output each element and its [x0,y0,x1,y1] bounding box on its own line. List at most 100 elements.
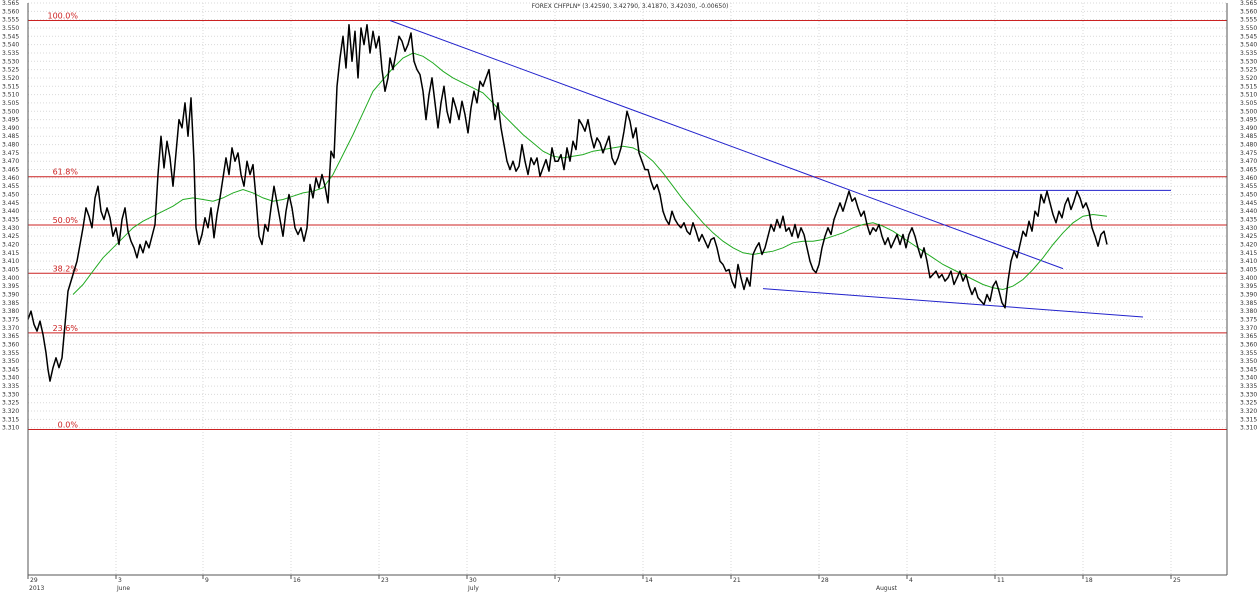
y-tick-label-left: 3.340 [2,375,19,382]
y-tick-label-right: 3.320 [1240,408,1257,415]
y-tick-label-right: 3.550 [1240,25,1257,32]
y-tick-label-right: 3.540 [1240,42,1257,49]
y-tick-label-right: 3.500 [1240,108,1257,115]
y-tick-label-left: 3.385 [2,300,19,307]
y-tick-label-left: 3.500 [2,108,19,115]
y-tick-label-left: 3.330 [2,391,19,398]
fib-level-label: 38.2% [53,264,79,273]
x-tick-label: 14 [645,577,653,584]
y-tick-label-left: 3.455 [2,183,19,190]
moving-average-layer [72,52,1108,295]
y-tick-label-right: 3.360 [1240,341,1257,348]
y-tick-label-left: 3.565 [2,0,19,7]
price-layer [27,23,1108,382]
y-tick-label-right: 3.330 [1240,391,1257,398]
y-tick-label-right: 3.430 [1240,225,1257,232]
y-tick-label-left: 3.450 [2,192,19,199]
x-tick-label: 21 [733,577,741,584]
y-tick-label-left: 3.325 [2,400,19,407]
y-tick-label-left: 3.555 [2,17,19,24]
y-tick-label-right: 3.520 [1240,75,1257,82]
y-tick-label-left: 3.405 [2,266,19,273]
x-group-label: August [876,585,898,592]
y-tick-label-right: 3.450 [1240,192,1257,199]
y-tick-label-right: 3.560 [1240,8,1257,15]
y-tick-label-left: 3.355 [2,350,19,357]
y-tick-label-right: 3.375 [1240,316,1257,323]
y-tick-label-left: 3.460 [2,175,19,182]
trend-line [389,20,1064,270]
y-tick-label-right: 3.325 [1240,400,1257,407]
y-tick-label-right: 3.535 [1240,50,1257,57]
y-tick-label-right: 3.460 [1240,175,1257,182]
y-tick-label-left: 3.415 [2,250,19,257]
y-tick-label-left: 3.425 [2,233,19,240]
x-tick-label: 25 [1173,577,1181,584]
y-tick-label-left: 3.535 [2,50,19,57]
fib-level-label: 61.8% [53,168,79,177]
x-group-label: July [467,585,479,592]
y-tick-label-left: 3.465 [2,167,19,174]
y-tick-label-right: 3.530 [1240,58,1257,65]
x-tick-label: 23 [381,577,389,584]
y-tick-label-left: 3.485 [2,133,19,140]
y-tick-label-right: 3.310 [1240,425,1257,432]
y-tick-label-left: 3.560 [2,8,19,15]
y-tick-label-left: 3.520 [2,75,19,82]
y-tick-label-left: 3.390 [2,291,19,298]
y-tick-label-right: 3.395 [1240,283,1257,290]
y-tick-label-left: 3.345 [2,366,19,373]
y-tick-label-left: 3.365 [2,333,19,340]
y-tick-label-right: 3.440 [1240,208,1257,215]
y-tick-label-left: 3.540 [2,42,19,49]
y-tick-label-right: 3.365 [1240,333,1257,340]
y-tick-label-right: 3.315 [1240,416,1257,423]
y-tick-label-right: 3.400 [1240,275,1257,282]
fib-level-label: 50.0% [53,216,79,225]
y-tick-label-left: 3.360 [2,341,19,348]
y-tick-label-left: 3.375 [2,316,19,323]
y-tick-label-right: 3.480 [1240,142,1257,149]
y-tick-label-left: 3.430 [2,225,19,232]
x-tick-label: 3 [118,577,122,584]
y-tick-label-right: 3.555 [1240,17,1257,24]
y-tick-label-right: 3.425 [1240,233,1257,240]
y-tick-label-left: 3.315 [2,416,19,423]
y-tick-label-right: 3.515 [1240,83,1257,90]
y-tick-label-right: 3.510 [1240,92,1257,99]
y-tick-label-right: 3.335 [1240,383,1257,390]
y-tick-label-right: 3.370 [1240,325,1257,332]
y-tick-label-left: 3.400 [2,275,19,282]
y-tick-label-right: 3.490 [1240,125,1257,132]
fib-level-label: 100.0% [47,11,78,20]
y-tick-label-right: 3.545 [1240,33,1257,40]
y-tick-label-right: 3.495 [1240,117,1257,124]
y-tick-label-right: 3.385 [1240,300,1257,307]
x-tick-label: 16 [293,577,301,584]
y-tick-label-left: 3.420 [2,241,19,248]
x-tick-label: 9 [205,577,209,584]
y-tick-label-left: 3.515 [2,83,19,90]
price-line [27,23,1108,382]
y-tick-label-right: 3.505 [1240,100,1257,107]
y-tick-label-left: 3.470 [2,158,19,165]
y-tick-label-right: 3.455 [1240,183,1257,190]
x-tick-label: 18 [1085,577,1093,584]
y-tick-label-left: 3.310 [2,425,19,432]
y-tick-label-left: 3.505 [2,100,19,107]
y-tick-label-right: 3.380 [1240,308,1257,315]
y-tick-label-left: 3.495 [2,117,19,124]
y-tick-label-left: 3.475 [2,150,19,157]
y-tick-label-left: 3.545 [2,33,19,40]
x-tick-label: 29 [30,577,38,584]
y-tick-label-right: 3.475 [1240,150,1257,157]
y-tick-label-left: 3.550 [2,25,19,32]
y-tick-label-left: 3.445 [2,200,19,207]
fib-levels: 100.0% 61.8% 50.0% 38.2% 23.6% 0.0% [28,11,1227,431]
y-tick-label-left: 3.510 [2,92,19,99]
y-tick-label-right: 3.410 [1240,258,1257,265]
